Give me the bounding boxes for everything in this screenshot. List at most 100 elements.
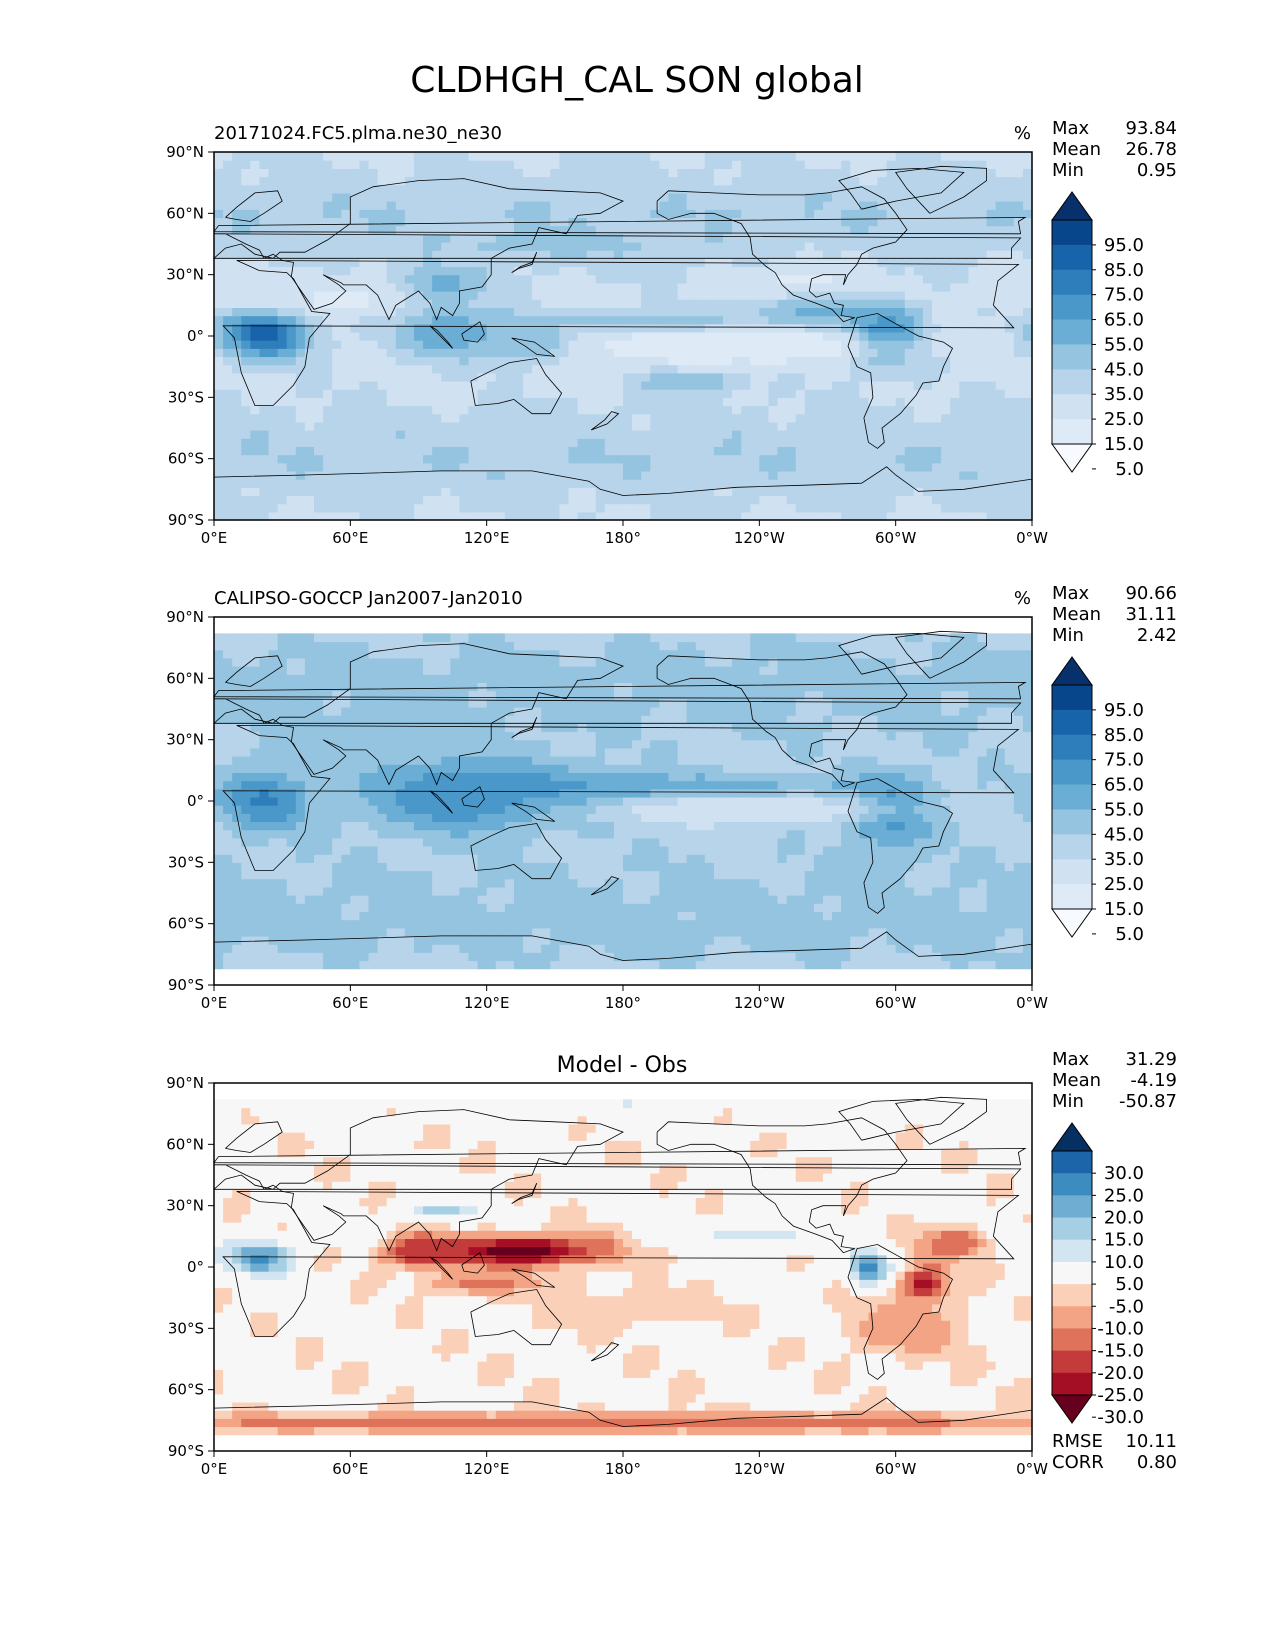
field-cell [959, 233, 969, 243]
field-cell [913, 470, 924, 480]
field-cell [577, 152, 588, 161]
field-cell [904, 462, 915, 472]
field-cell [604, 935, 615, 945]
field-cell [777, 160, 788, 169]
field-cell [214, 389, 224, 398]
field-cell [459, 911, 470, 921]
field-cell [632, 454, 642, 464]
field-cell [813, 184, 824, 194]
field-cell [886, 160, 897, 169]
field-cell [423, 413, 433, 423]
field-cell [822, 380, 833, 390]
field-cell [968, 192, 979, 202]
field-cell [232, 356, 242, 366]
field-cell [341, 209, 351, 219]
field-cell [450, 340, 460, 349]
field-cell [386, 919, 397, 929]
field-cell [286, 479, 297, 488]
field-cell [323, 462, 333, 472]
field-cell [486, 944, 497, 953]
field-cell [304, 479, 315, 488]
field-cell [295, 340, 306, 349]
field-cell [886, 299, 897, 308]
field-cell [468, 413, 479, 423]
field-cell [623, 233, 633, 243]
field-cell [722, 201, 733, 210]
field-cell [595, 454, 606, 464]
field-cell [304, 372, 315, 382]
field-cell [668, 192, 679, 202]
field-cell [359, 397, 370, 407]
field-cell [668, 944, 679, 953]
field-cell [595, 225, 606, 235]
field-cell [886, 209, 897, 219]
field-cell [704, 446, 715, 456]
field-cell [486, 919, 497, 929]
field-cell [277, 511, 288, 521]
field-cell [386, 282, 397, 292]
field-cell [541, 266, 551, 276]
field-cell [350, 258, 361, 268]
field-cell [822, 274, 833, 284]
field-cell [1022, 380, 1033, 390]
field-cell [541, 389, 551, 398]
field-cell [922, 160, 933, 169]
field-cell [659, 462, 670, 472]
field-cell [232, 397, 242, 407]
field-cell [1022, 250, 1033, 259]
field-cell [486, 405, 497, 415]
field-cell [641, 184, 651, 194]
field-cell [623, 495, 633, 505]
field-cell [523, 952, 533, 962]
field-cell [904, 413, 915, 423]
field-cell [286, 192, 297, 202]
field-cell [304, 380, 315, 390]
field-cell [995, 413, 1006, 423]
y-tick-label: 90°S [168, 511, 204, 529]
field-cell [404, 225, 415, 235]
field-cell [722, 307, 733, 317]
field-cell [423, 380, 433, 390]
field-cell [932, 495, 942, 505]
field-cell [959, 176, 969, 186]
field-cell [795, 470, 806, 480]
field-cell [377, 413, 388, 423]
field-cell [550, 168, 560, 178]
field-cell [623, 454, 633, 464]
field-cell [404, 340, 415, 349]
field-cell [922, 307, 933, 317]
field-cell [922, 479, 933, 488]
field-cell [886, 184, 897, 194]
field-cell [932, 389, 942, 398]
field-cell [632, 184, 642, 194]
field-cell [568, 454, 579, 464]
field-cell [750, 340, 760, 349]
field-cell [913, 413, 924, 423]
field-cell [795, 217, 806, 227]
field-cell [232, 184, 242, 194]
field-cell [277, 389, 288, 398]
field-cell [759, 430, 770, 439]
field-cell [677, 250, 688, 259]
field-cell [504, 389, 515, 398]
field-cell [741, 233, 751, 243]
field-cell [459, 421, 470, 431]
field-cell [577, 405, 588, 415]
field-cell [850, 233, 860, 243]
field-cell [950, 952, 960, 962]
field-cell [395, 960, 406, 970]
field-cell [741, 348, 751, 358]
field-cell [604, 462, 615, 472]
field-cell [713, 266, 724, 276]
field-cell [586, 176, 597, 186]
field-cell [441, 372, 451, 382]
field-cell [395, 495, 406, 505]
field-cell [504, 944, 515, 953]
field-cell [804, 201, 815, 210]
field-cell [768, 192, 779, 202]
field-cell [786, 282, 797, 292]
field-cell [404, 323, 415, 333]
field-cell [404, 903, 415, 912]
field-cell [559, 503, 570, 513]
field-cell [595, 364, 606, 374]
